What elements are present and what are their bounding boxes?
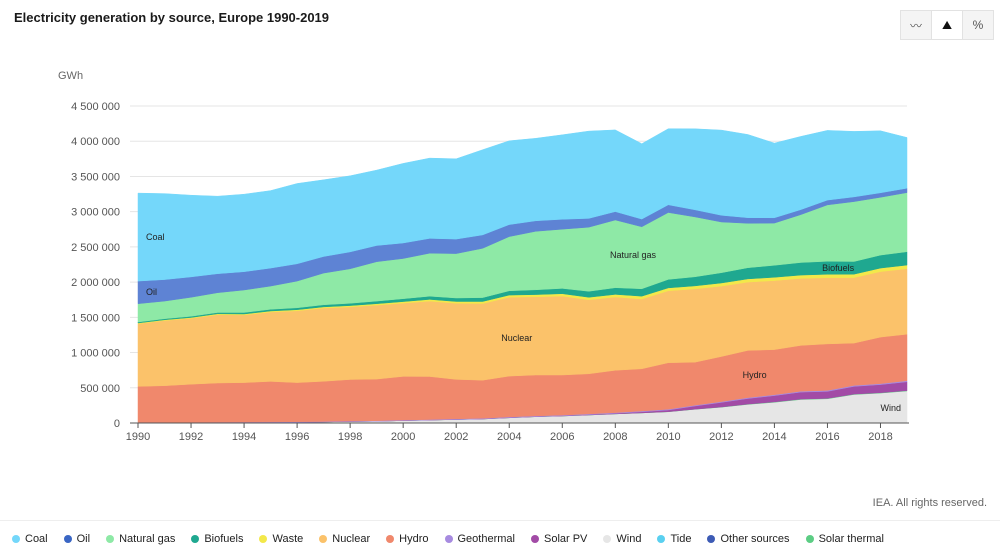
legend-label: Coal — [25, 533, 48, 545]
legend-item-wind[interactable]: Wind — [603, 533, 641, 545]
x-tick-label: 2008 — [603, 431, 627, 443]
legend-swatch — [444, 535, 453, 543]
legend-swatch — [191, 535, 200, 543]
legend-swatch — [386, 535, 395, 543]
y-tick-label: 1 000 000 — [71, 348, 120, 360]
x-tick-label: 2002 — [444, 431, 468, 443]
y-tick-label: 2 000 000 — [71, 277, 120, 289]
y-tick-label: 3 500 000 — [71, 171, 120, 183]
legend-label: Waste — [272, 533, 304, 545]
legend-swatch — [63, 535, 72, 543]
x-tick-label: 2004 — [497, 431, 521, 443]
area-label-wind: Wind — [880, 403, 901, 413]
y-tick-label: 4 500 000 — [71, 101, 120, 113]
legend-label: Solar thermal — [818, 533, 884, 545]
footer-divider — [0, 520, 1000, 521]
area-chart-icon[interactable]: ⛰ — [932, 11, 963, 39]
x-tick-label: 2014 — [762, 431, 786, 443]
x-tick-label: 1996 — [285, 431, 309, 443]
area-label-natural-gas: Natural gas — [610, 250, 657, 260]
legend-swatch — [657, 535, 666, 543]
legend-item-natural-gas[interactable]: Natural gas — [106, 533, 175, 545]
legend-item-solar-thermal[interactable]: Solar thermal — [805, 533, 884, 545]
y-tick-label: 4 000 000 — [71, 136, 120, 148]
legend-swatch — [603, 535, 612, 543]
legend-swatch — [707, 535, 716, 543]
area-coal[interactable] — [137, 128, 908, 282]
area-label-hydro: Hydro — [743, 370, 767, 380]
legend-swatch — [530, 535, 539, 543]
legend-item-tide[interactable]: Tide — [657, 533, 691, 545]
x-tick-label: 2012 — [709, 431, 733, 443]
line-chart-icon[interactable]: 〰 — [901, 11, 932, 39]
x-tick-label: 2000 — [391, 431, 415, 443]
area-label-nuclear: Nuclear — [501, 333, 532, 343]
x-tick-label: 2018 — [868, 431, 892, 443]
legend: Coal Oil Natural gas Biofuels Waste Nuclear Hy… — [12, 533, 884, 545]
credit-text: IEA. All rights reserved. — [872, 497, 987, 509]
legend-item-geothermal[interactable]: Geothermal — [444, 533, 515, 545]
legend-swatch — [805, 535, 814, 543]
area-label-biofuels: Biofuels — [822, 263, 855, 273]
legend-label: Solar PV — [543, 533, 588, 545]
legend-item-biofuels[interactable]: Biofuels — [191, 533, 243, 545]
legend-swatch — [12, 535, 20, 543]
x-tick-label: 2016 — [815, 431, 839, 443]
y-tick-label: 500 000 — [80, 383, 120, 395]
legend-item-other-sources[interactable]: Other sources — [707, 533, 790, 545]
x-tick-label: 1994 — [232, 431, 256, 443]
x-tick-label: 1992 — [179, 431, 203, 443]
chart-title: Electricity generation by source, Europe… — [14, 10, 330, 25]
y-tick-label: 1 500 000 — [71, 312, 120, 324]
y-tick-label: 2 500 000 — [71, 242, 120, 254]
area-label-oil: Oil — [146, 287, 157, 297]
percent-icon[interactable]: % — [963, 11, 993, 39]
legend-label: Nuclear — [332, 533, 371, 545]
legend-label: Oil — [76, 533, 91, 545]
y-tick-label: 0 — [114, 418, 120, 430]
legend-item-nuclear[interactable]: Nuclear — [319, 533, 370, 545]
x-tick-label: 1990 — [126, 431, 150, 443]
x-tick-label: 1998 — [338, 431, 362, 443]
legend-item-coal[interactable]: Coal — [12, 533, 48, 545]
legend-item-solar-pv[interactable]: Solar PV — [530, 533, 588, 545]
x-tick-label: 2006 — [550, 431, 574, 443]
legend-swatch — [259, 535, 268, 543]
legend-label: Biofuels — [204, 533, 244, 545]
legend-label: Tide — [670, 533, 692, 545]
y-axis-unit-label: GWh — [58, 70, 84, 82]
area-label-coal: Coal — [146, 232, 165, 242]
legend-label: Other sources — [720, 533, 790, 545]
legend-label: Hydro — [399, 533, 429, 545]
legend-item-waste[interactable]: Waste — [259, 533, 303, 545]
legend-item-oil[interactable]: Oil — [63, 533, 91, 545]
chart-type-toggle-group: 〰 ⛰ % — [900, 10, 994, 40]
legend-item-hydro[interactable]: Hydro — [386, 533, 429, 545]
legend-swatch — [106, 535, 115, 543]
x-tick-label: 2010 — [656, 431, 680, 443]
y-tick-label: 3 000 000 — [71, 207, 120, 219]
legend-swatch — [319, 535, 328, 543]
area-chart: 0 500 000 1 000 000 1 500 000 2 000 000 2 500… — [71, 101, 909, 443]
legend-label: Wind — [616, 533, 642, 545]
legend-label: Natural gas — [119, 533, 176, 545]
legend-label: Geothermal — [457, 533, 515, 545]
